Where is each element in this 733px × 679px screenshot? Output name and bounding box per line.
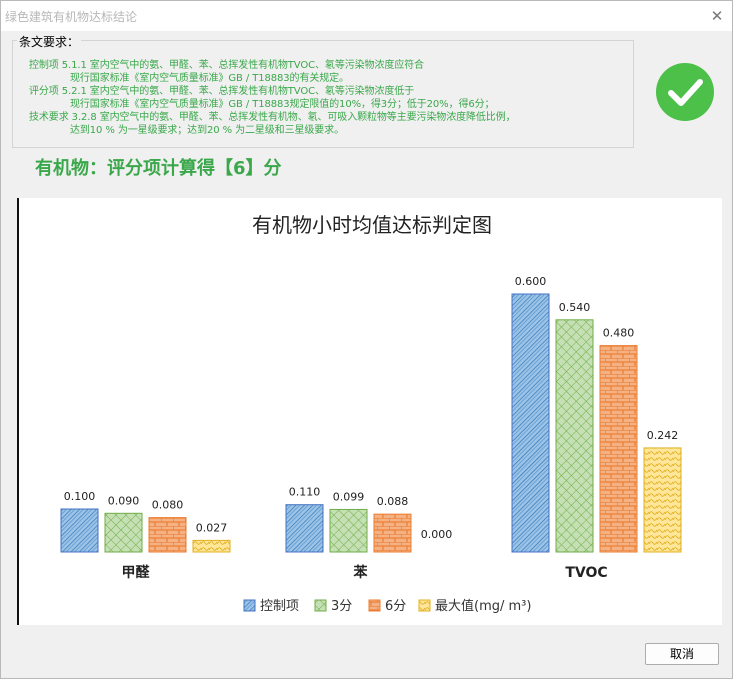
bar-2-0 (511, 293, 550, 553)
requirement-line: 现行国家标准《室内空气质量标准》GB / T18883的有关规定。 (70, 73, 349, 84)
chart-panel: 有机物小时均值达标判定图 0.100 0.090 0.080 0.027 甲醛 0.110… (17, 198, 722, 625)
close-icon[interactable]: ✕ (710, 7, 724, 25)
chart-title: 有机物小时均值达标判定图 (252, 213, 492, 237)
data-label: 0.110 (289, 486, 321, 499)
requirement-line: 达到10 % 为一星级要求；达到20 % 为二星级和三星级要求。 (70, 125, 344, 136)
category-label: TVOC (565, 565, 607, 581)
requirement-line: 现行国家标准《室内空气质量标准》GB / T18883规定限值的10%，得3分；… (70, 99, 495, 110)
data-label: 0.099 (333, 490, 365, 503)
bar-0-1 (104, 512, 143, 553)
data-label: 0.088 (377, 495, 409, 508)
category-label: 甲醛 (122, 564, 151, 581)
data-label: 0.480 (603, 327, 635, 340)
legend-swatch (314, 599, 327, 612)
requirements-legend: 条文要求： (17, 33, 82, 50)
legend-label: 6分 (385, 599, 406, 614)
requirement-line: 控制项 5.1.1 室内空气中的氨、甲醛、苯、总挥发性有机物TVOC、氡等污染物… (29, 60, 424, 71)
cancel-button[interactable]: 取消 (645, 643, 719, 665)
legend-swatch (418, 599, 431, 612)
data-label: 0.080 (152, 499, 184, 512)
data-label: 0.242 (647, 429, 679, 442)
title-bar: 绿色建筑有机物达标结论 ✕ (1, 1, 732, 31)
requirements-box: 条文要求： 控制项 5.1.1 室内空气中的氨、甲醛、苯、总挥发性有机物TVOC… (12, 33, 634, 148)
bar-0-3 (192, 539, 231, 553)
requirement-line: 技术要求 3.2.8 室内空气中的氨、甲醛、苯、总挥发性有机物、氡、可吸入颗粒物… (29, 112, 516, 123)
bar-2-3 (643, 447, 682, 553)
bar-1-2 (373, 513, 412, 553)
data-label: 0.540 (559, 301, 591, 314)
data-label: 0.027 (196, 521, 228, 534)
bar-1-1 (329, 508, 368, 553)
bar-0-0 (60, 508, 99, 553)
category-label: 苯 (353, 564, 369, 581)
legend-swatch (243, 599, 256, 612)
window-title: 绿色建筑有机物达标结论 (5, 10, 138, 24)
data-label: 0.600 (515, 275, 547, 288)
data-label: 0.000 (421, 528, 453, 541)
bar-2-1 (555, 319, 594, 553)
bar-0-2 (148, 517, 187, 553)
bar-1-0 (285, 504, 324, 553)
data-label: 0.100 (64, 490, 96, 503)
score-text: 有机物：评分项计算得【6】分 (35, 158, 282, 179)
data-label: 0.090 (108, 494, 140, 507)
bar-chart: 有机物小时均值达标判定图 0.100 0.090 0.080 0.027 甲醛 0.110… (60, 213, 682, 614)
requirement-line: 评分项 5.2.1 室内空气中的氨、甲醛、苯、总挥发性有机物TVOC、氡等污染物… (29, 86, 415, 97)
legend-label: 控制项 (260, 599, 299, 614)
legend-label: 3分 (331, 599, 352, 614)
check-circle-icon (656, 63, 714, 121)
bar-2-2 (599, 345, 638, 553)
legend-label: 最大值(mg/ m³) (435, 598, 531, 614)
legend-swatch (368, 599, 381, 612)
